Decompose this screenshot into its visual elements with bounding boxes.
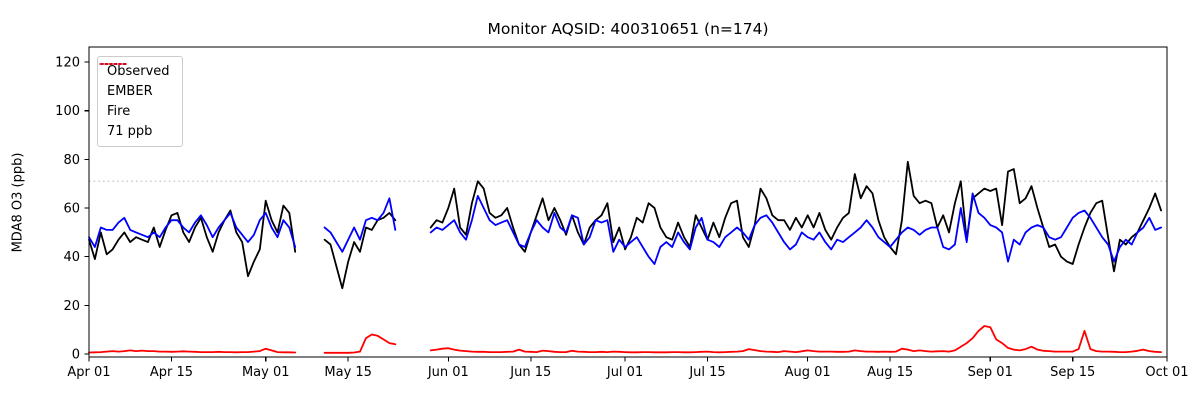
x-tick-label: Aug 01: [785, 365, 831, 380]
y-tick-label: 80: [63, 153, 80, 168]
y-tick-label: 40: [63, 250, 80, 265]
x-tick-label: May 15: [324, 365, 372, 380]
series-line-ember: [323, 197, 397, 253]
legend-item-threshold: 71 ppb: [99, 63, 170, 140]
x-tick-label: May 01: [242, 365, 290, 380]
x-tick-label: Jun 01: [427, 365, 469, 380]
legend-label-ember: EMBER: [107, 84, 153, 99]
legend-label-fire: Fire: [107, 104, 131, 119]
y-tick-label: 120: [55, 56, 80, 71]
y-tick-label: 0: [72, 348, 80, 363]
y-axis-label: MDA8 O3 (ppb): [10, 152, 26, 253]
axes-box: [88, 46, 1168, 358]
series-line-fire: [429, 325, 1162, 354]
legend-item-ember: EMBER: [99, 63, 170, 100]
x-tick-label: Sep 15: [1050, 365, 1095, 380]
x-tick-label: Apr 15: [150, 365, 193, 380]
series-line-observed: [323, 211, 397, 290]
x-tick-label: Apr 01: [67, 365, 110, 380]
x-tick-label: Oct 01: [1145, 365, 1188, 380]
y-tick-label: 20: [63, 299, 80, 314]
series-line-fire: [323, 333, 397, 354]
series-line-fire: [88, 347, 297, 354]
x-tick-label: Sep 01: [968, 365, 1013, 380]
legend: Observed EMBER Fire 71 ppb: [97, 56, 183, 147]
x-tick-label: Jul 01: [606, 365, 643, 380]
y-tick-label: 60: [63, 202, 80, 217]
legend-label-threshold: 71 ppb: [107, 124, 153, 139]
series-line-ember: [88, 211, 297, 248]
series-line-observed: [429, 160, 1162, 273]
x-tick-label: Aug 15: [867, 365, 913, 380]
legend-label-observed: Observed: [107, 64, 170, 79]
chart-title: Monitor AQSID: 400310651 (n=174): [487, 20, 769, 38]
x-tick-label: Jun 15: [509, 365, 551, 380]
series-line-ember: [429, 192, 1162, 265]
x-tick-label: Jul 15: [688, 365, 725, 380]
legend-line-threshold-icon: [99, 63, 127, 65]
series-line-observed: [88, 199, 297, 278]
y-tick-label: 100: [55, 104, 80, 119]
legend-item-fire: Fire: [99, 63, 170, 120]
